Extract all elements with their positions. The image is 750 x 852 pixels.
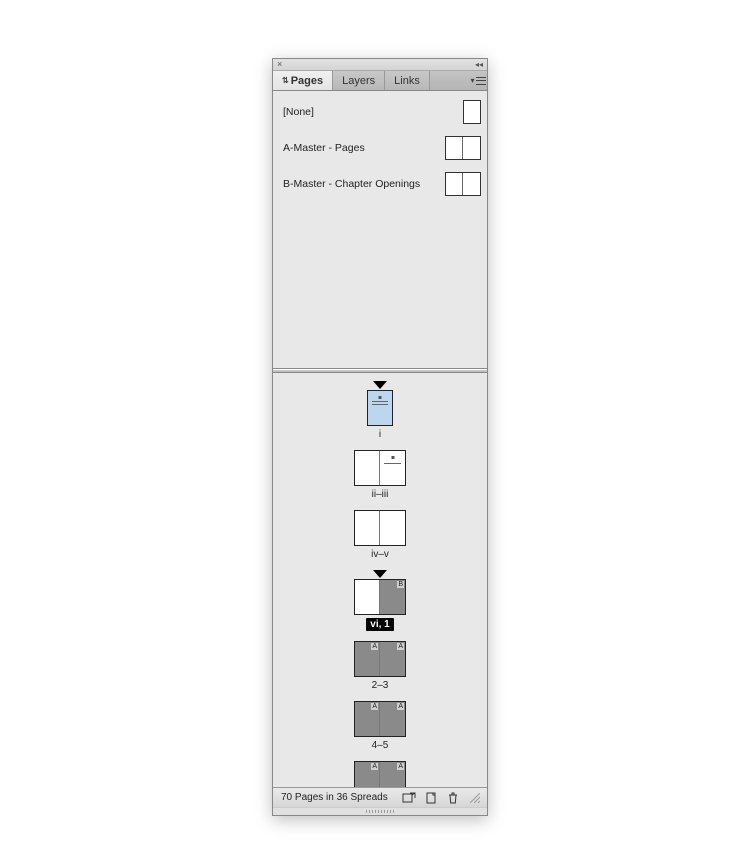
tab-label: Links [394, 75, 420, 87]
spread[interactable]: iv–v [273, 510, 487, 560]
page[interactable]: B [380, 580, 405, 614]
page[interactable]: A [380, 702, 405, 736]
edit-page-size-icon[interactable] [401, 791, 417, 805]
pages-panel: × ◂◂ ⇅Pages Layers Links ▾ [None] A-Master … [272, 58, 488, 816]
master-badge: A [397, 703, 404, 710]
resize-corner-icon[interactable] [467, 791, 483, 805]
status-text: 70 Pages in 36 Spreads [281, 792, 388, 803]
master-badge: B [397, 581, 404, 588]
section-start-icon [373, 381, 387, 389]
master-label: B-Master - Chapter Openings [283, 178, 420, 190]
pages-scroll[interactable]: iii–iiiiv–vBvi, 1AA2–3AA4–5AA6–7 [273, 373, 487, 787]
panel-titlebar[interactable]: × ◂◂ [273, 59, 487, 71]
page[interactable]: A [355, 702, 380, 736]
spread-label: 4–5 [372, 740, 389, 751]
new-page-icon[interactable] [423, 791, 439, 805]
page-thumb[interactable] [354, 450, 406, 486]
tab-links[interactable]: Links [385, 71, 430, 90]
pages-section: iii–iiiiv–vBvi, 1AA2–3AA4–5AA6–7 [273, 373, 487, 787]
status-bar: 70 Pages in 36 Spreads [273, 787, 487, 807]
master-label: [None] [283, 106, 314, 118]
panel-menu-button[interactable]: ▾ [469, 71, 487, 90]
master-badge: A [371, 703, 378, 710]
tab-label: Layers [342, 75, 375, 87]
master-label: A-Master - Pages [283, 142, 365, 154]
page[interactable] [380, 451, 405, 485]
master-row[interactable]: B-Master - Chapter Openings [283, 171, 481, 197]
page[interactable]: A [380, 762, 405, 787]
tab-cycle-icon[interactable]: ⇅ [282, 77, 289, 85]
tab-label: Pages [291, 75, 323, 87]
tab-layers[interactable]: Layers [333, 71, 385, 90]
page-thumb[interactable] [354, 510, 406, 546]
page-thumb[interactable]: B [354, 579, 406, 615]
page-thumb[interactable]: AA [354, 641, 406, 677]
spread-label: 2–3 [372, 680, 389, 691]
page[interactable]: A [380, 642, 405, 676]
page[interactable] [368, 391, 392, 425]
page-thumb[interactable]: AA [354, 701, 406, 737]
master-thumb[interactable] [463, 100, 481, 124]
page-thumb[interactable] [367, 390, 393, 426]
master-thumb[interactable] [445, 172, 481, 196]
master-badge: A [397, 643, 404, 650]
spread-label: vi, 1 [366, 618, 393, 631]
spread[interactable]: ii–iii [273, 450, 487, 500]
spread-label: i [379, 429, 381, 440]
spread[interactable]: AA6–7 [273, 761, 487, 787]
spread-label: ii–iii [372, 489, 389, 500]
page[interactable]: A [355, 762, 380, 787]
page[interactable] [355, 511, 380, 545]
spread[interactable]: AA4–5 [273, 701, 487, 751]
page[interactable] [355, 580, 380, 614]
section-start-icon [373, 570, 387, 578]
spread[interactable]: i [273, 381, 487, 440]
master-row[interactable]: A-Master - Pages [283, 135, 481, 161]
master-badge: A [371, 643, 378, 650]
resize-grip[interactable] [273, 807, 487, 815]
master-thumb[interactable] [445, 136, 481, 160]
close-icon[interactable]: × [277, 60, 282, 69]
panel-menu-icon [476, 77, 486, 85]
master-badge: A [371, 763, 378, 770]
page-thumb[interactable]: AA [354, 761, 406, 787]
tab-row: ⇅Pages Layers Links ▾ [273, 71, 487, 91]
master-row[interactable]: [None] [283, 99, 481, 125]
page[interactable]: A [355, 642, 380, 676]
page[interactable] [380, 511, 405, 545]
trash-icon[interactable] [445, 791, 461, 805]
tab-pages[interactable]: ⇅Pages [273, 71, 333, 90]
spread-label: iv–v [371, 549, 389, 560]
page[interactable] [355, 451, 380, 485]
spread[interactable]: AA2–3 [273, 641, 487, 691]
collapse-icon[interactable]: ◂◂ [475, 61, 483, 69]
master-badge: A [397, 763, 404, 770]
spread[interactable]: Bvi, 1 [273, 570, 487, 631]
masters-section: [None] A-Master - Pages B-Master - Chapter… [273, 91, 487, 369]
